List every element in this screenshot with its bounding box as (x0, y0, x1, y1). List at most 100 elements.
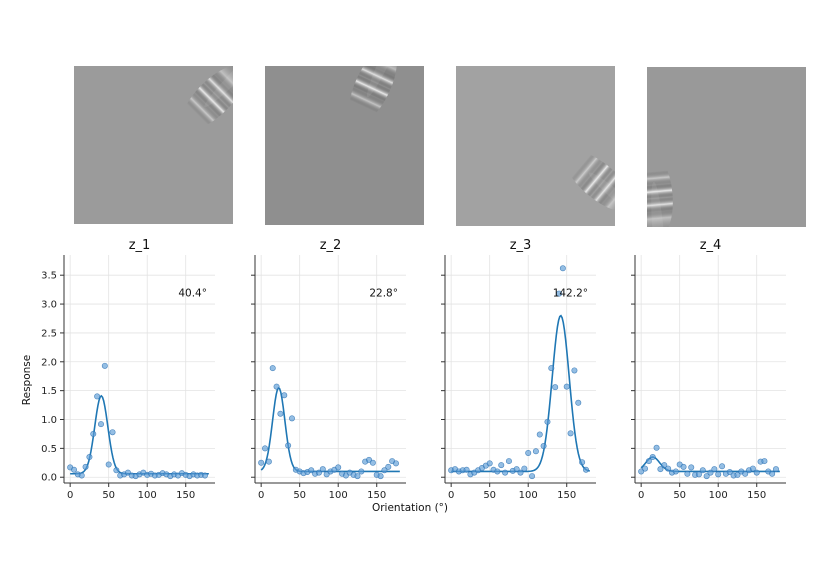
data-point (525, 449, 532, 456)
x-tick-label: 150 (557, 490, 576, 501)
data-point (726, 469, 733, 476)
x-tick-label: 150 (367, 490, 386, 501)
data-point (529, 473, 536, 480)
data-point (392, 460, 399, 467)
data-point (645, 458, 652, 465)
data-point (517, 469, 524, 476)
data-point (262, 445, 269, 452)
data-point (354, 473, 361, 480)
preferred-orientation-label: 142.2° (553, 288, 588, 300)
data-point (653, 444, 660, 451)
x-tick-label: 0 (638, 490, 644, 501)
data-point (582, 466, 589, 473)
data-point (742, 470, 749, 477)
fit-curve (260, 386, 400, 473)
data-point (571, 367, 578, 374)
y-tick-label: 0.0 (41, 473, 57, 484)
data-point (699, 467, 706, 474)
data-point (381, 467, 388, 474)
data-point (772, 466, 779, 473)
data-point (556, 290, 563, 297)
data-point (642, 465, 649, 472)
data-point (86, 454, 93, 461)
x-tick-label: 100 (329, 490, 348, 501)
receptive-field-image (74, 66, 233, 224)
data-point (575, 399, 582, 406)
x-axis-label: Orientation (°) (372, 502, 448, 514)
data-point (258, 459, 265, 466)
data-point (544, 418, 551, 425)
panel-z_2: 0 50 100 150 z_2 22.8° (251, 238, 406, 501)
data-point (672, 468, 679, 475)
data-point (71, 466, 78, 473)
data-point (486, 460, 493, 467)
data-point (494, 468, 501, 475)
data-point (684, 470, 691, 477)
image-background (647, 67, 806, 227)
y-tick-label: 2.0 (41, 357, 57, 368)
data-point (548, 365, 555, 372)
data-point (688, 464, 695, 471)
data-point (521, 465, 528, 472)
gabor-pattern (349, 66, 413, 124)
data-point (719, 463, 726, 470)
data-point (385, 463, 392, 470)
data-point (82, 463, 89, 470)
y-tick-label: 1.5 (41, 386, 57, 397)
gabor-pattern (565, 151, 615, 226)
panel-z_3: 0 50 100 150 z_3 142.2° (441, 238, 596, 501)
y-tick-label: 3.5 (41, 271, 57, 282)
receptive-field-image (647, 67, 806, 227)
data-point (680, 463, 687, 470)
data-point (319, 466, 326, 473)
data-point (94, 393, 101, 400)
panel-title: z_3 (510, 238, 532, 253)
data-point (463, 466, 470, 473)
data-point (761, 458, 768, 465)
y-axis-label: Response (21, 355, 33, 405)
y-tick-label: 3.0 (41, 300, 57, 311)
panel-title: z_4 (700, 238, 722, 253)
data-point (109, 429, 116, 436)
data-point (273, 383, 280, 390)
receptive-field-image (456, 66, 615, 226)
data-point (711, 466, 718, 473)
data-point (661, 462, 668, 469)
data-point (498, 462, 505, 469)
x-tick-label: 0 (258, 490, 264, 501)
x-tick-label: 0 (67, 490, 73, 501)
data-point (563, 383, 570, 390)
x-tick-label: 150 (176, 490, 195, 501)
data-point (369, 459, 376, 466)
data-point (78, 472, 85, 479)
preferred-orientation-label: 40.4° (178, 288, 207, 300)
x-tick-label: 50 (673, 490, 686, 501)
panel-z_1: 0 50 100 150 0.0 0.5 1.0 1.5 2.0 2.5 3.0 3.5 z_1 40.4… (41, 238, 215, 501)
data-point (536, 431, 543, 438)
x-tick-label: 150 (747, 490, 766, 501)
tuning-curve-panels: 0 50 100 150 0.0 0.5 1.0 1.5 2.0 2.5 3.0 3.5 z_1 40.4… (41, 238, 786, 501)
receptive-field-image (265, 66, 424, 225)
y-tick-label: 1.0 (41, 415, 57, 426)
data-point (540, 443, 547, 450)
y-tick-label: 2.5 (41, 328, 57, 339)
panel-title: z_1 (129, 238, 151, 253)
data-point (281, 392, 288, 399)
data-point (335, 464, 342, 471)
data-point (707, 469, 714, 476)
panel-z_4: 0 50 100 150 z_4 (631, 238, 786, 501)
gabor-pattern (647, 153, 673, 227)
data-point (657, 466, 664, 473)
data-point (715, 471, 722, 478)
image-background (456, 66, 615, 226)
preferred-orientation-label: 22.8° (369, 288, 398, 300)
data-point (277, 410, 284, 417)
data-point (579, 459, 586, 466)
data-point (649, 454, 656, 461)
y-tick-label: 0.5 (41, 444, 57, 455)
data-point (502, 469, 509, 476)
data-point (269, 365, 276, 372)
gabor-pattern (181, 66, 233, 130)
data-point (753, 469, 760, 476)
